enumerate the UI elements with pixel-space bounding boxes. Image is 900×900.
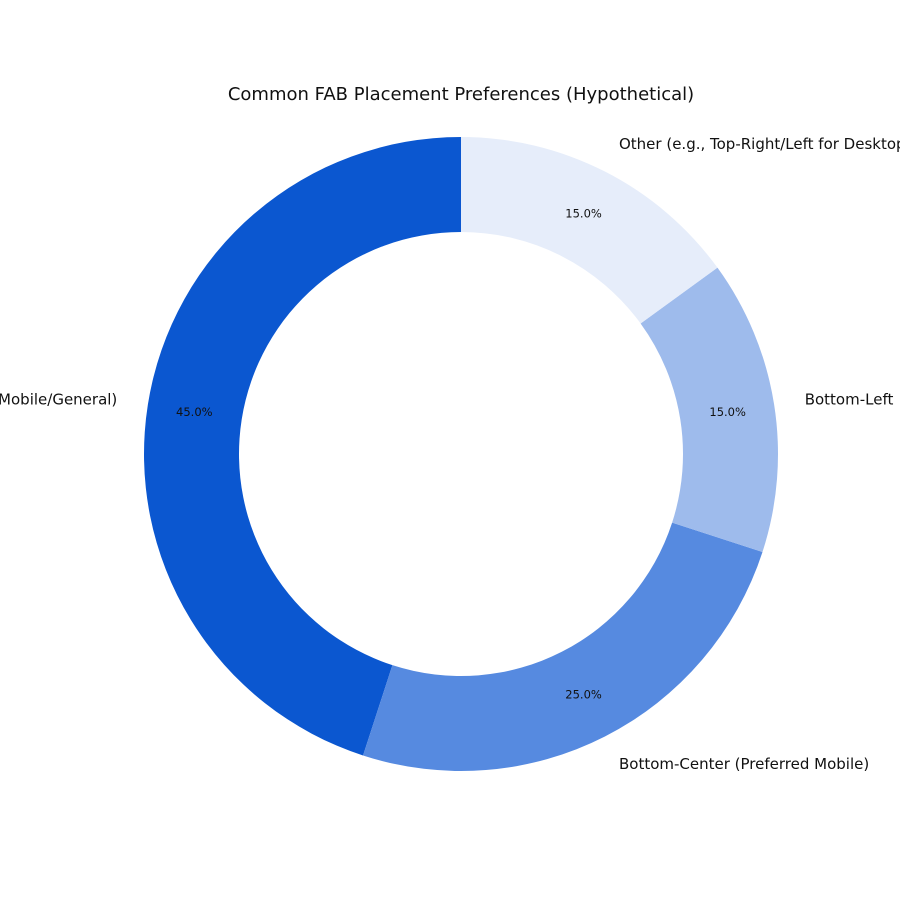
category-label-bottom-center-preferred-mobile: Bottom-Center (Preferred Mobile) — [619, 755, 869, 773]
percent-label-bottom-right-standard-mobile-general: 45.0% — [176, 405, 213, 419]
percent-label-other-e-g-top-right-left-for-desktop: 15.0% — [565, 206, 602, 220]
percent-label-bottom-center-preferred-mobile: 25.0% — [565, 688, 602, 702]
slice-bottom-center-preferred-mobile — [363, 522, 763, 771]
slice-other-e-g-top-right-left-for-desktop — [461, 137, 718, 324]
category-label-other-e-g-top-right-left-for-desktop: Other (e.g., Top-Right/Left for Desktop) — [619, 135, 900, 153]
slice-bottom-right-standard-mobile-general — [143, 137, 461, 756]
category-label-bottom-left: Bottom-Left — [805, 391, 894, 409]
chart-title: Common FAB Placement Preferences (Hypoth… — [228, 84, 694, 105]
percent-label-bottom-left: 15.0% — [709, 405, 746, 419]
donut-labels: 45.0% Bottom-Right (Standard Mobile/Gener… — [0, 135, 900, 773]
slice-bottom-left — [640, 267, 778, 552]
category-label-bottom-right-standard-mobile-general: Bottom-Right (Standard Mobile/General) — [0, 391, 117, 409]
donut-slices — [143, 137, 778, 771]
